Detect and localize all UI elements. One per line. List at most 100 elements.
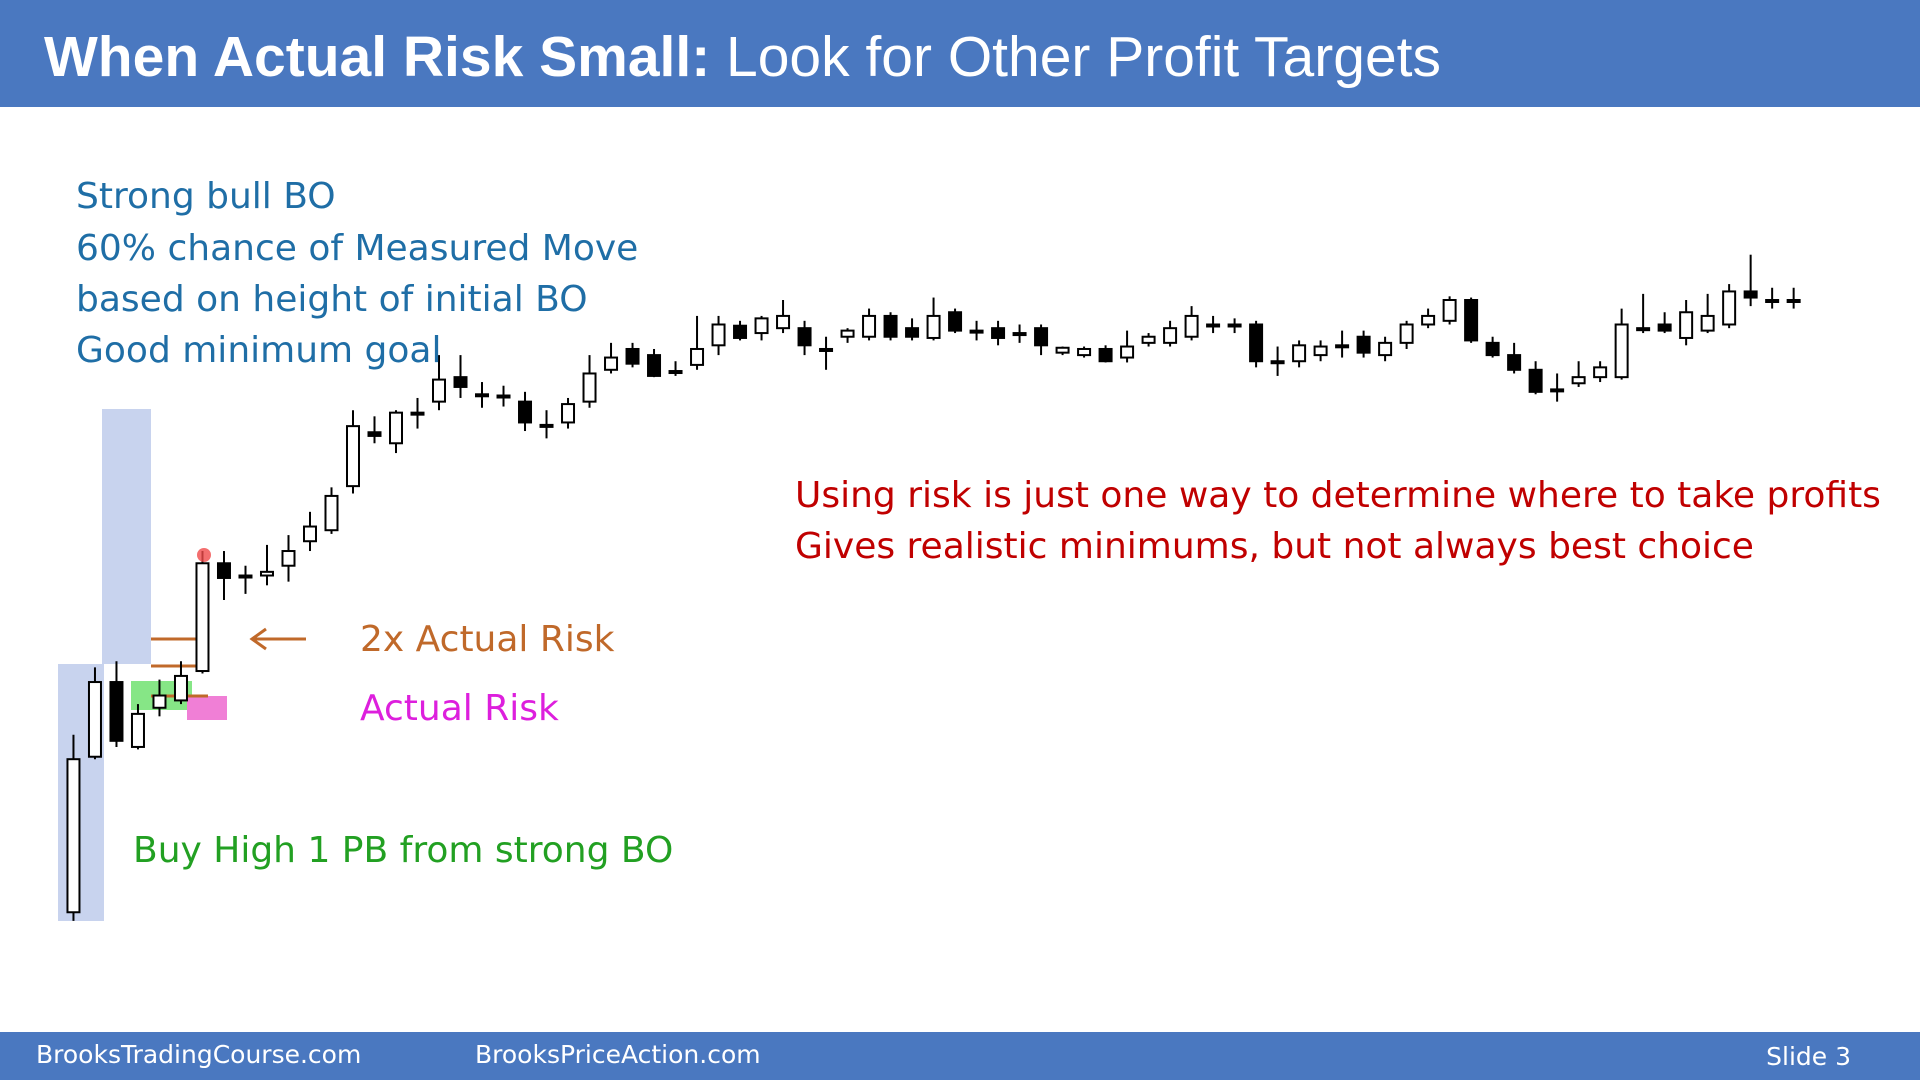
candle-body [883, 314, 898, 338]
candle-body [1743, 290, 1758, 299]
candle-body [991, 327, 1006, 339]
candle-body [819, 347, 834, 352]
risk-box [187, 696, 227, 720]
candle-body [776, 314, 791, 330]
candle-body [1528, 368, 1543, 393]
candle-body [1034, 327, 1049, 347]
footer-left: BrooksTradingCourse.com [36, 1040, 361, 1069]
candle-body [1485, 341, 1500, 357]
candle-body [733, 324, 748, 339]
candle-body [1356, 335, 1371, 354]
candle-body [1313, 345, 1328, 357]
candle-body [1292, 344, 1307, 363]
title-bold: When Actual Risk Small: [44, 25, 710, 89]
candle-body [1378, 341, 1393, 357]
candle-body [130, 712, 145, 748]
footer-bar [0, 1032, 1920, 1080]
candle-body [969, 329, 984, 334]
candles [66, 254, 1801, 921]
candle-body [1464, 299, 1479, 342]
title-bar [0, 0, 1920, 107]
candle-body [1593, 366, 1608, 379]
candle-body [324, 494, 339, 532]
candle-body [1249, 323, 1264, 363]
candle-body [367, 431, 382, 437]
candle-body [1636, 327, 1651, 332]
candle-body [862, 314, 877, 338]
candle-body [1206, 323, 1221, 328]
candle-body [1442, 299, 1457, 322]
candle-body [1141, 335, 1156, 344]
setup-note: 60% chance of Measured Move [76, 228, 638, 269]
candle-body [1012, 332, 1027, 337]
candle-body [647, 354, 662, 377]
candle-body [87, 681, 102, 758]
candle-body [604, 356, 619, 371]
candle-body [152, 694, 167, 709]
candle-body [1227, 323, 1242, 328]
slide-title: When Actual Risk Small: Look for Other P… [44, 25, 1441, 89]
candle-body [453, 376, 468, 388]
candle-body [905, 327, 920, 338]
candle-body [1700, 314, 1715, 332]
candle-body [496, 394, 511, 399]
comment: Gives realistic minimums, but not always… [795, 526, 1754, 567]
slide-number: Slide 3 [1766, 1042, 1851, 1071]
candle-body [66, 758, 81, 914]
candle-body [1657, 323, 1672, 332]
arrow-head [249, 627, 267, 651]
candle-body [625, 347, 640, 365]
candle-body [1722, 290, 1737, 326]
candle-body [1077, 347, 1092, 357]
candle-body [1163, 327, 1178, 344]
setup-note: based on height of initial BO [76, 279, 588, 320]
setup-note: Strong bull BO [76, 176, 336, 217]
candle-body [1055, 346, 1070, 354]
candle-body [345, 425, 360, 488]
candle-body [754, 317, 769, 335]
candle-body [216, 562, 231, 579]
candle-body [389, 411, 404, 445]
candle-body [1614, 323, 1629, 379]
candle-body [561, 403, 576, 424]
candle-body [840, 329, 855, 338]
comment: Using risk is just one way to determine … [795, 475, 1881, 516]
candle-body [690, 347, 705, 366]
candle-body [259, 570, 274, 577]
candle-body [410, 411, 425, 416]
candle-body [1399, 323, 1414, 344]
candle-body [281, 550, 296, 567]
cursor-dot [197, 548, 211, 562]
title-rest: Look for Other Profit Targets [726, 25, 1441, 89]
candle-body [1335, 344, 1350, 349]
candle-body [582, 372, 597, 403]
entry-label: Buy High 1 PB from strong BO [133, 830, 673, 871]
candle-body [711, 323, 726, 347]
candle-body [1270, 360, 1285, 365]
candle-body [1786, 299, 1801, 304]
candle-body [302, 525, 317, 543]
candle-body [238, 574, 253, 579]
candle-body [432, 378, 447, 403]
candle-body [1184, 314, 1199, 338]
candle-body [1507, 354, 1522, 371]
candle-body [1421, 314, 1436, 326]
candle-body [1120, 345, 1135, 359]
candle-body [518, 400, 533, 424]
candle-body [539, 423, 554, 428]
candle-body [1679, 311, 1694, 339]
double-risk-label: 2x Actual Risk [360, 619, 615, 660]
footer-middle: BrooksPriceAction.com [475, 1040, 761, 1069]
setup-note: Good minimum goal [76, 330, 441, 371]
candle-body [475, 393, 490, 398]
candle-body [948, 311, 963, 332]
candle-body [1571, 376, 1586, 385]
candle-body [797, 327, 812, 347]
candle-body [109, 681, 124, 742]
mm-shade [102, 409, 151, 664]
candle-body [926, 314, 941, 339]
candle-body [668, 370, 683, 375]
candle-body [1765, 299, 1780, 304]
candle-body [173, 674, 188, 702]
